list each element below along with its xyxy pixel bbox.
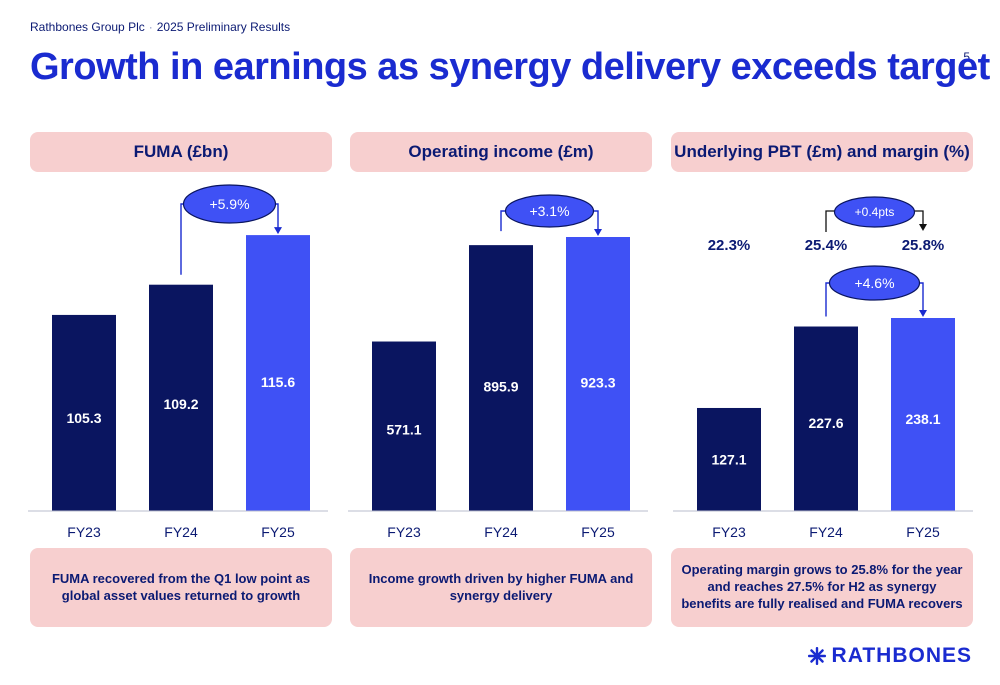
- bar-0-fy25: [246, 235, 310, 511]
- bar-2-fy24: [794, 326, 858, 511]
- growth-2-label: +4.6%: [854, 275, 894, 291]
- panel-footer-operating-income: Income growth driven by higher FUMA and …: [350, 548, 652, 627]
- growth-0-arrowhead: [274, 227, 282, 235]
- bar-value-label-1-1: 895.9: [483, 378, 518, 394]
- rathbones-star-icon: [807, 647, 826, 665]
- growth-2-arrowhead: [919, 310, 927, 317]
- growth-2-bubble: [828, 265, 921, 301]
- bar-2-fy25: [891, 318, 955, 511]
- category-label-2-1: FY24: [809, 524, 843, 540]
- category-label-1-1: FY24: [484, 524, 518, 540]
- bar-1-fy24: [469, 245, 533, 511]
- category-label-2-2: FY25: [906, 524, 940, 540]
- page-number: 5: [963, 50, 970, 64]
- margin-change-bubble: [833, 196, 916, 228]
- bar-value-label-0-0: 105.3: [66, 410, 101, 426]
- margin-change-label: +0.4pts: [855, 205, 895, 219]
- growth-0-bubble: [182, 184, 277, 224]
- bar-value-label-0-2: 115.6: [261, 374, 295, 390]
- company-name: Rathbones Group Plc: [30, 20, 145, 34]
- page-title: Growth in earnings as synergy delivery e…: [30, 46, 990, 88]
- panel-footer-pbt: Operating margin grows to 25.8% for the …: [671, 548, 973, 627]
- report-name: 2025 Preliminary Results: [156, 20, 291, 34]
- margin-label-1: 25.4%: [805, 237, 848, 254]
- panel-header-operating-income: Operating income (£m): [350, 132, 652, 172]
- margin-label-2: 25.8%: [902, 237, 945, 254]
- category-label-2-0: FY23: [712, 524, 746, 540]
- panel-footer-fuma: FUMA recovered from the Q1 low point as …: [30, 548, 332, 627]
- bar-0-fy23: [52, 314, 116, 511]
- bar-0-fy24: [149, 284, 213, 511]
- bar-1-fy23: [372, 341, 436, 511]
- growth-1-arrowhead: [594, 229, 602, 236]
- logo-text: RATHBONES: [831, 644, 972, 667]
- bar-value-label-2-2: 238.1: [905, 411, 940, 427]
- bar-value-label-2-0: 127.1: [711, 452, 746, 468]
- margin-label-0: 22.3%: [708, 237, 751, 254]
- bar-1-fy25: [566, 237, 630, 511]
- growth-0-label: +5.9%: [209, 196, 249, 212]
- bar-value-label-1-2: 923.3: [580, 375, 615, 391]
- growth-1-bubble: [504, 194, 595, 228]
- category-label-0-2: FY25: [261, 524, 295, 540]
- breadcrumb: Rathbones Group Plc · 2025 Preliminary Res…: [30, 20, 290, 34]
- panel-header-pbt: Underlying PBT (£m) and margin (%): [671, 132, 973, 172]
- rathbones-logo: RATHBONES: [807, 644, 972, 668]
- bar-value-label-1-0: 571.1: [386, 422, 421, 438]
- panel-header-fuma: FUMA (£bn): [30, 132, 332, 172]
- category-label-0-0: FY23: [67, 524, 101, 540]
- growth-1-label: +3.1%: [529, 203, 569, 219]
- breadcrumb-separator: ·: [148, 20, 153, 34]
- margin-change-arrowhead: [919, 224, 927, 231]
- bar-2-fy23: [697, 407, 761, 511]
- category-label-1-0: FY23: [387, 524, 421, 540]
- bar-value-label-0-1: 109.2: [163, 396, 198, 412]
- bar-value-label-2-1: 227.6: [808, 415, 843, 431]
- category-label-0-1: FY24: [164, 524, 198, 540]
- category-label-1-2: FY25: [581, 524, 615, 540]
